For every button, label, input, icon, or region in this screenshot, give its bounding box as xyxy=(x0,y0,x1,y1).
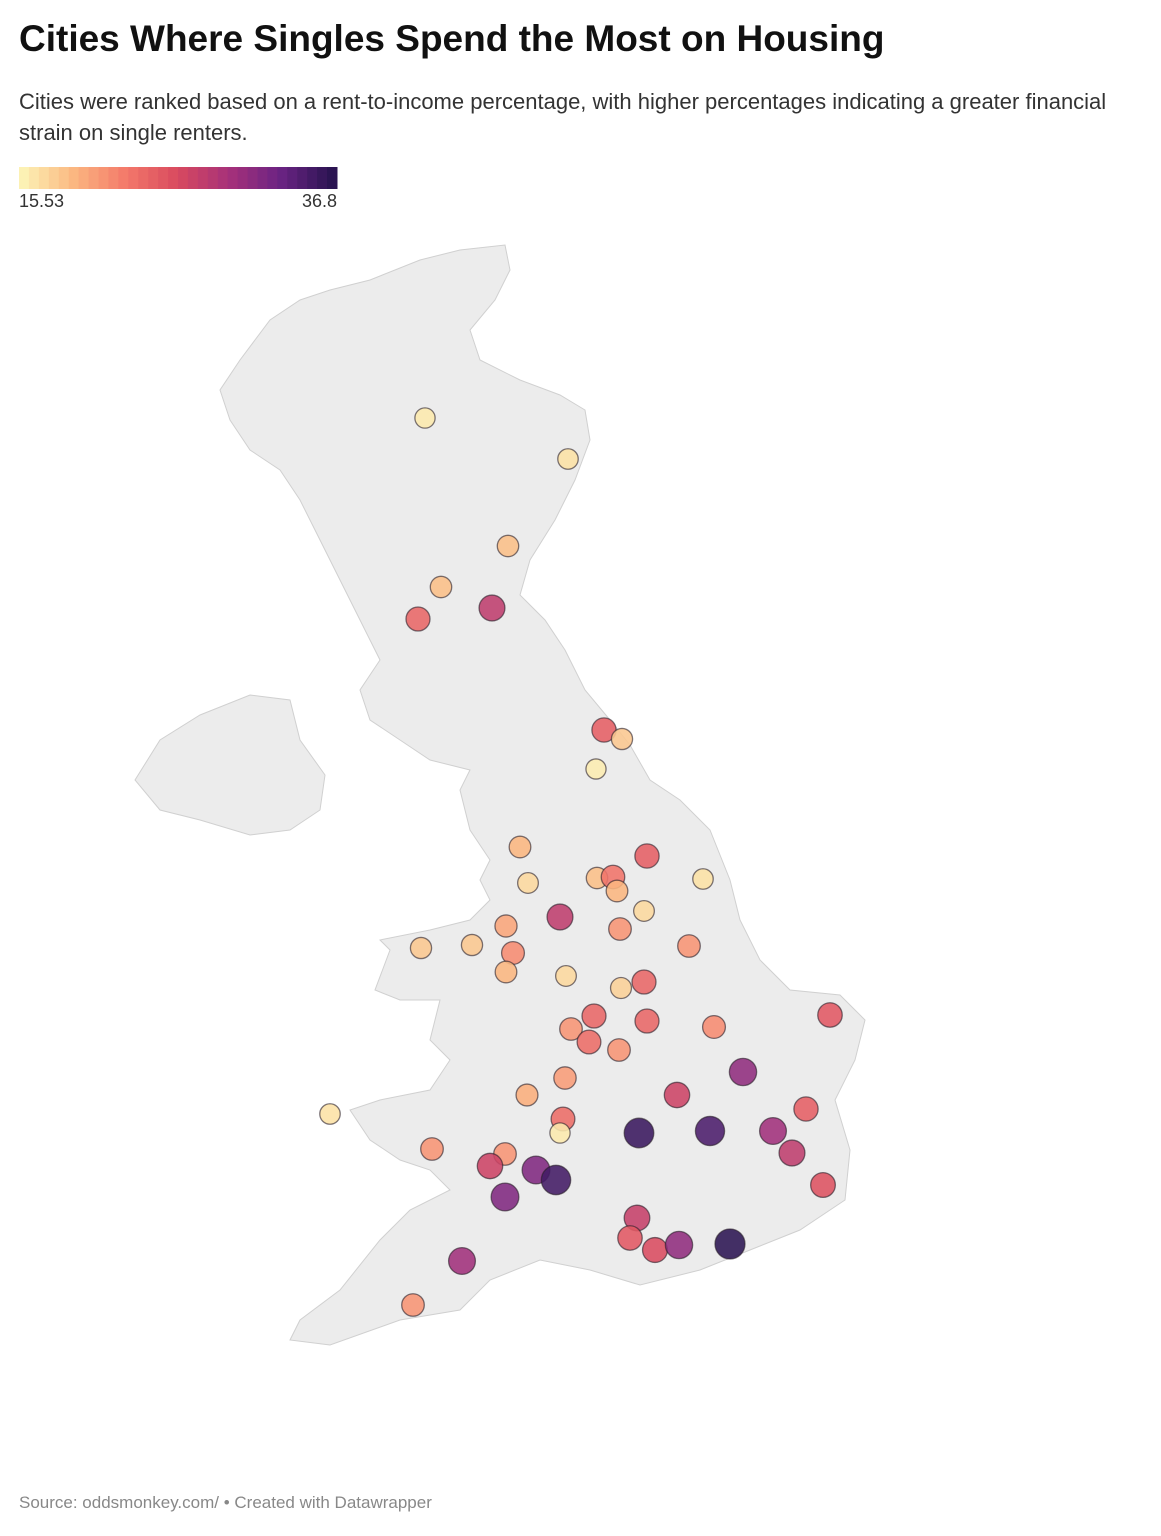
city-dot xyxy=(494,960,518,984)
title: Cities Where Singles Spend the Most on H… xyxy=(19,18,885,59)
city-dot xyxy=(728,1057,758,1087)
city-dot xyxy=(633,900,655,922)
legend-swatch xyxy=(327,167,338,189)
legend-swatch xyxy=(68,167,80,189)
city-dot xyxy=(610,727,634,751)
land xyxy=(134,694,326,836)
city-dot xyxy=(409,936,433,960)
city-dot xyxy=(793,1096,819,1122)
city-dot xyxy=(549,1122,571,1144)
city-dot xyxy=(581,1003,607,1029)
city-dot xyxy=(494,914,518,938)
legend-swatch xyxy=(98,167,109,189)
legend-swatch xyxy=(297,167,308,189)
city-dot xyxy=(517,872,539,894)
legend-swatch xyxy=(197,167,209,189)
city-dot xyxy=(319,1103,341,1125)
legend-swatch xyxy=(118,167,129,189)
source: Source: oddsmonkey.com/ • Created with D… xyxy=(19,1493,432,1512)
city-dot xyxy=(634,843,660,869)
city-dot xyxy=(420,1137,444,1161)
city-dot xyxy=(701,1014,727,1040)
legend-swatch xyxy=(287,167,298,189)
city-dot xyxy=(623,1117,655,1149)
city-dot xyxy=(664,1230,694,1260)
city-dot xyxy=(496,534,520,558)
legend-swatch xyxy=(187,167,199,189)
legend-swatch xyxy=(78,167,90,189)
legend-swatch xyxy=(207,167,219,189)
city-dot xyxy=(460,933,484,957)
city-dot xyxy=(608,917,632,941)
subtitle: Cities were ranked based on a rent-to-in… xyxy=(19,89,1107,145)
legend-swatch xyxy=(247,167,258,189)
city-dot xyxy=(401,1293,425,1317)
city-dot xyxy=(694,1115,726,1147)
legend-swatch xyxy=(257,167,268,189)
legend-swatch xyxy=(317,167,328,189)
land xyxy=(219,244,866,1346)
city-dot xyxy=(677,934,701,958)
city-dot xyxy=(515,1083,539,1107)
legend-swatch xyxy=(19,167,30,189)
city-dot xyxy=(617,1225,643,1251)
legend-min: 15.53 xyxy=(19,191,64,211)
legend-swatch xyxy=(28,167,40,189)
city-dot xyxy=(576,1029,602,1055)
city-dot xyxy=(641,1236,669,1264)
city-dot xyxy=(546,903,574,931)
legend-swatch xyxy=(267,167,278,189)
city-dot xyxy=(478,594,506,622)
city-dot xyxy=(692,868,714,890)
city-dot xyxy=(817,1002,843,1028)
city-dot xyxy=(559,1017,583,1041)
city-dot xyxy=(490,1182,520,1212)
legend-swatch xyxy=(277,167,288,189)
legend-swatch xyxy=(168,167,179,189)
city-dot xyxy=(778,1139,806,1167)
legend-swatch xyxy=(128,167,139,189)
city-dot xyxy=(810,1172,836,1198)
legend-swatch xyxy=(158,167,169,189)
legend-swatch xyxy=(138,167,149,189)
city-dot xyxy=(405,606,431,632)
city-dot xyxy=(540,1164,572,1196)
legend-max: 36.8 xyxy=(302,191,337,211)
city-dot xyxy=(414,407,436,429)
city-dot xyxy=(553,1066,577,1090)
legend-swatch xyxy=(237,167,249,189)
legend-swatch xyxy=(227,167,239,189)
city-dot xyxy=(557,448,579,470)
city-dot xyxy=(631,969,657,995)
city-dot xyxy=(605,879,629,903)
city-dot xyxy=(609,976,633,1000)
legend-swatch xyxy=(38,167,50,189)
city-dot xyxy=(429,575,453,599)
legend-swatch xyxy=(48,167,60,189)
city-dot xyxy=(508,835,532,859)
city-dot xyxy=(758,1116,788,1146)
city-dot xyxy=(585,758,607,780)
city-dot xyxy=(555,965,577,987)
city-dot xyxy=(663,1081,691,1109)
city-dot xyxy=(714,1228,746,1260)
legend-swatch xyxy=(58,167,70,189)
legend-swatch xyxy=(88,167,99,189)
legend-swatch xyxy=(148,167,159,189)
legend-swatch xyxy=(108,167,119,189)
city-dot xyxy=(447,1246,477,1276)
city-dot xyxy=(607,1038,631,1062)
legend-swatch xyxy=(217,167,229,189)
legend-swatch xyxy=(307,167,318,189)
city-dot xyxy=(634,1008,660,1034)
city-dot xyxy=(476,1152,504,1180)
legend-swatch xyxy=(178,167,189,189)
